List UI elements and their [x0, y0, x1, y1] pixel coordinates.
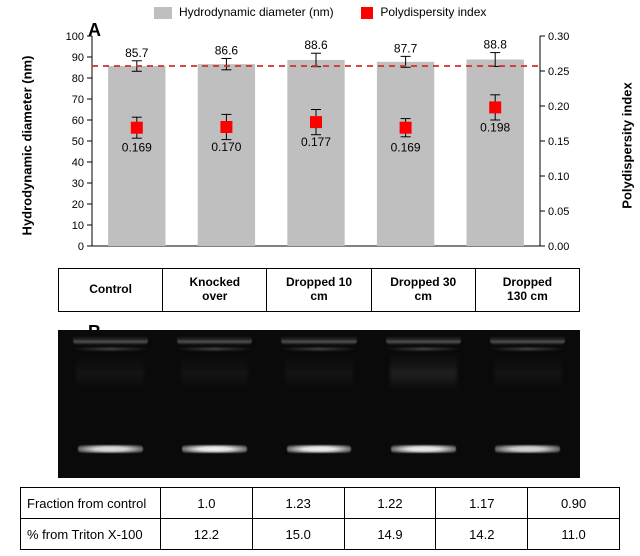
svg-text:0.169: 0.169: [122, 141, 152, 155]
chart-panel-a: 0 10 20 30 40 50 60 70 80 90 100 0.00 0.05 0.10 0.15 0.…: [58, 28, 580, 258]
svg-text:87.7: 87.7: [394, 41, 418, 55]
gel-image: [58, 330, 580, 478]
legend: Hydrodynamic diameter (nm) Polydispersit…: [0, 4, 640, 19]
table-cell: 14.2: [436, 519, 528, 550]
category-cell: Dropped130 cm: [475, 268, 580, 312]
svg-text:0.30: 0.30: [548, 31, 569, 43]
category-cell: Dropped 10cm: [266, 268, 370, 312]
table-cell: 14.9: [344, 519, 436, 550]
svg-text:30: 30: [72, 178, 84, 190]
svg-text:0.15: 0.15: [548, 136, 569, 148]
table-cell: 11.0: [528, 519, 620, 550]
svg-text:100: 100: [66, 31, 84, 43]
svg-text:88.6: 88.6: [304, 38, 328, 52]
svg-text:0.198: 0.198: [480, 120, 510, 134]
svg-text:90: 90: [72, 52, 84, 64]
legend-swatch-bar: [154, 7, 172, 19]
svg-text:10: 10: [72, 220, 84, 232]
svg-text:0.05: 0.05: [548, 206, 569, 218]
table-cell: 15.0: [252, 519, 344, 550]
legend-item-bar: Hydrodynamic diameter (nm): [154, 5, 334, 19]
svg-text:0.170: 0.170: [211, 140, 241, 154]
legend-label-bar: Hydrodynamic diameter (nm): [179, 5, 334, 19]
svg-text:86.6: 86.6: [215, 43, 239, 57]
svg-text:50: 50: [72, 136, 84, 148]
table-cell: 1.23: [252, 488, 344, 519]
svg-text:0.00: 0.00: [548, 241, 569, 253]
svg-text:20: 20: [72, 199, 84, 211]
category-cell: Knockedover: [162, 268, 266, 312]
data-table: Fraction from control1.01.231.221.170.90…: [20, 487, 620, 550]
category-cell: Control: [58, 268, 162, 312]
y-axis-label-right: Polydispersity index: [618, 30, 636, 260]
table-cell: 0.90: [528, 488, 620, 519]
y-axis-label-right-text: Polydispersity index: [620, 82, 635, 208]
legend-item-marker: Polydispersity index: [361, 5, 486, 19]
category-cell: Dropped 30cm: [371, 268, 475, 312]
table-cell: 12.2: [161, 519, 253, 550]
svg-text:60: 60: [72, 115, 84, 127]
table-cell: 1.0: [161, 488, 253, 519]
svg-text:0.10: 0.10: [548, 171, 569, 183]
legend-label-marker: Polydispersity index: [380, 5, 486, 19]
svg-text:70: 70: [72, 94, 84, 106]
svg-text:0.25: 0.25: [548, 66, 569, 78]
chart-svg: 0 10 20 30 40 50 60 70 80 90 100 0.00 0.05 0.10 0.15 0.…: [58, 28, 580, 258]
svg-text:0: 0: [78, 241, 84, 253]
y-axis-label-left-text: Hydrodynamic diameter (nm): [20, 55, 35, 235]
svg-text:80: 80: [72, 73, 84, 85]
y-axis-label-left: Hydrodynamic diameter (nm): [18, 30, 36, 260]
figure-root: Hydrodynamic diameter (nm) Polydispersit…: [0, 0, 640, 556]
table-row-header: Fraction from control: [21, 488, 161, 519]
svg-text:85.7: 85.7: [125, 46, 149, 60]
table-row-header: % from Triton X-100: [21, 519, 161, 550]
table-cell: 1.17: [436, 488, 528, 519]
table-cell: 1.22: [344, 488, 436, 519]
svg-text:88.8: 88.8: [484, 38, 508, 52]
svg-text:0.20: 0.20: [548, 101, 569, 113]
category-row: ControlKnockedoverDropped 10cmDropped 30…: [58, 268, 580, 312]
svg-text:40: 40: [72, 157, 84, 169]
svg-text:0.177: 0.177: [301, 135, 331, 149]
svg-text:0.169: 0.169: [391, 141, 421, 155]
legend-swatch-marker: [361, 7, 373, 19]
